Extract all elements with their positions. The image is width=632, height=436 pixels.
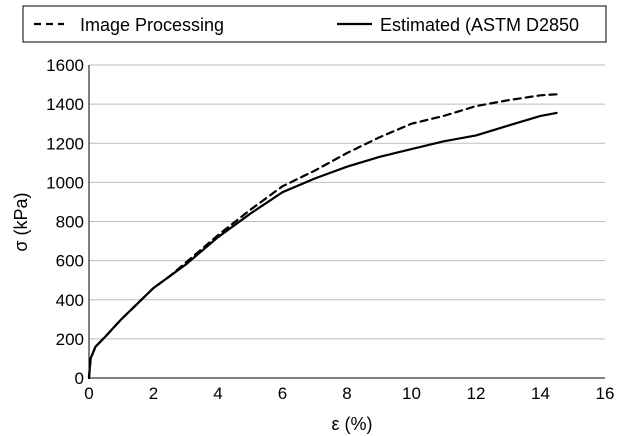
y-tick-label: 1000: [46, 173, 84, 192]
legend-label-estimated: Estimated (ASTM D2850: [380, 15, 579, 35]
series-line-0: [87, 93, 558, 380]
x-tick-label: 12: [467, 384, 486, 403]
y-tick-label: 600: [56, 252, 84, 271]
legend-label-image-processing: Image Processing: [80, 15, 224, 35]
x-tick-label: 14: [531, 384, 550, 403]
y-tick-label: 400: [56, 291, 84, 310]
y-tick-label: 1200: [46, 134, 84, 153]
legend: Image Processing Estimated (ASTM D2850: [22, 5, 607, 43]
x-tick-label: 0: [84, 384, 93, 403]
series-lines: [87, 93, 558, 380]
y-axis-title: σ (kPa): [11, 192, 31, 251]
legend-box: [22, 5, 607, 43]
x-tick-label: 8: [342, 384, 351, 403]
x-tick-label: 16: [596, 384, 615, 403]
x-tick-label: 4: [213, 384, 222, 403]
y-tick-labels: 0 200 400 600 800 1000 1200 1400 1600: [46, 56, 84, 388]
y-tick-label: 0: [75, 369, 84, 388]
x-axis-title: ε (%): [331, 414, 372, 434]
y-tick-label: 1600: [46, 56, 84, 75]
x-tick-labels: 0 2 4 6 8 10 12 14 16: [84, 384, 614, 403]
x-tick-label: 10: [402, 384, 421, 403]
y-tick-label: 200: [56, 330, 84, 349]
x-tick-label: 2: [149, 384, 158, 403]
axes: [88, 65, 605, 379]
y-tick-label: 1400: [46, 95, 84, 114]
x-tick-label: 6: [278, 384, 287, 403]
gridlines: [89, 64, 605, 340]
series-line-1: [87, 111, 558, 380]
y-tick-label: 800: [56, 213, 84, 232]
